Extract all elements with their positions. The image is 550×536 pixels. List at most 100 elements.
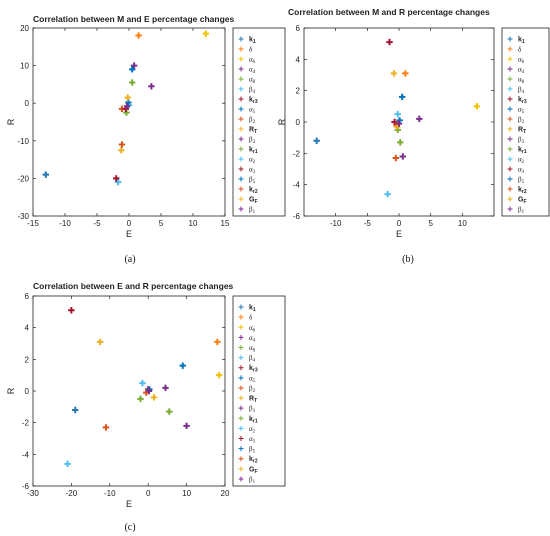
data-point-0-3 bbox=[130, 62, 138, 69]
legend-marker-0-13 bbox=[238, 166, 244, 172]
legend-marker-2-1 bbox=[238, 314, 244, 320]
y-tick-label-1-4: 2 bbox=[296, 87, 301, 96]
data-point-0-17 bbox=[123, 103, 131, 110]
y-tick-label-1-6: 6 bbox=[296, 24, 301, 33]
data-point-2-5 bbox=[64, 460, 71, 468]
legend-label-0-8: β2 bbox=[249, 116, 256, 126]
plot-frame-0 bbox=[32, 27, 226, 217]
data-point-2-16 bbox=[150, 394, 158, 401]
legend-marker-1-5 bbox=[507, 86, 513, 92]
x-tick-label-0-6: 15 bbox=[221, 219, 230, 228]
x-tick-label-1-2: 0 bbox=[397, 219, 402, 228]
data-point-2-6 bbox=[68, 307, 75, 314]
legend-marker-1-0 bbox=[507, 36, 513, 42]
legend-label-0-17: β1 bbox=[249, 206, 256, 216]
subfigure-caption-0: (a) bbox=[124, 254, 135, 265]
data-point-2-11 bbox=[137, 395, 144, 403]
legend-marker-0-2 bbox=[238, 56, 244, 62]
y-tick-label-2-0: -6 bbox=[22, 482, 30, 491]
data-point-1-11 bbox=[397, 139, 404, 146]
legend-label-1-0: k1 bbox=[518, 37, 525, 46]
legend-marker-1-9 bbox=[507, 126, 513, 132]
data-point-0-0 bbox=[42, 171, 49, 178]
y-axis-label-2: R bbox=[6, 387, 16, 394]
y-tick-label-1-3: 0 bbox=[296, 118, 301, 127]
data-point-2-4 bbox=[166, 408, 173, 415]
x-tick-label-0-3: 0 bbox=[127, 219, 132, 228]
y-tick-label-0-3: 0 bbox=[25, 99, 30, 108]
data-point-1-1 bbox=[402, 70, 409, 77]
y-tick-label-1-2: -2 bbox=[293, 149, 301, 158]
legend-label-0-0: k1 bbox=[249, 37, 256, 46]
data-point-0-9 bbox=[118, 147, 125, 154]
y-tick-label-2-3: 0 bbox=[25, 387, 30, 396]
x-tick-label-0-1: -10 bbox=[59, 219, 71, 228]
legend-label-0-14: β5 bbox=[249, 176, 256, 186]
x-axis-label-2: E bbox=[126, 499, 132, 509]
x-tick-label-2-2: -10 bbox=[104, 489, 116, 498]
legend-marker-0-7 bbox=[238, 106, 244, 112]
y-tick-label-2-2: -2 bbox=[22, 419, 30, 428]
legend-marker-0-14 bbox=[238, 176, 244, 182]
y-tick-label-1-1: -4 bbox=[293, 181, 301, 190]
legend-marker-1-7 bbox=[507, 106, 513, 112]
data-point-2-8 bbox=[102, 424, 110, 431]
legend-marker-0-5 bbox=[238, 86, 244, 92]
legend-marker-2-4 bbox=[238, 345, 244, 350]
legend-marker-1-14 bbox=[507, 176, 513, 182]
legend-marker-0-8 bbox=[238, 116, 244, 122]
data-point-0-16 bbox=[124, 94, 131, 101]
data-point-1-17 bbox=[395, 120, 403, 127]
y-tick-label-0-0: -30 bbox=[17, 212, 29, 221]
legend-label-1-13: α3 bbox=[518, 166, 525, 176]
data-point-0-2 bbox=[202, 30, 209, 37]
data-point-2-7 bbox=[179, 362, 186, 369]
legend-label-2-5: β4 bbox=[249, 354, 256, 364]
legend-marker-0-12 bbox=[238, 156, 244, 162]
legend-label-2-7: α5 bbox=[249, 374, 256, 384]
data-point-1-10 bbox=[399, 153, 406, 160]
chart-title-2: Correlation between E and R percentage c… bbox=[33, 281, 234, 291]
legend-marker-2-5 bbox=[238, 355, 244, 361]
y-tick-label-0-4: 10 bbox=[20, 62, 29, 71]
legend-marker-2-6 bbox=[238, 365, 244, 371]
legend-marker-2-0 bbox=[238, 304, 244, 310]
subfigure-caption-2: (c) bbox=[124, 522, 135, 533]
legend-marker-2-14 bbox=[238, 446, 244, 452]
data-point-2-17 bbox=[145, 387, 153, 395]
legend-marker-2-9 bbox=[238, 395, 244, 401]
chart-title-0: Correlation between M and E percentage c… bbox=[33, 14, 234, 24]
x-tick-label-1-1: -5 bbox=[364, 219, 372, 228]
legend-label-0-16: GF bbox=[249, 197, 258, 206]
legend-marker-1-1 bbox=[507, 46, 513, 52]
data-point-0-1 bbox=[135, 32, 142, 39]
legend-label-0-2: α6 bbox=[249, 56, 256, 66]
x-tick-label-1-3: 5 bbox=[428, 219, 433, 228]
scatter-chart-0: Correlation between M and E percentage c… bbox=[6, 14, 286, 265]
legend-marker-2-10 bbox=[238, 405, 244, 411]
legend-marker-0-11 bbox=[238, 146, 244, 152]
legend-marker-0-0 bbox=[238, 36, 244, 42]
legend-label-1-15: kr2 bbox=[518, 187, 527, 196]
y-tick-label-2-6: 6 bbox=[25, 292, 30, 301]
legend-label-1-10: β3 bbox=[518, 136, 525, 146]
legend-marker-0-10 bbox=[238, 136, 244, 142]
legend-label-2-10: β3 bbox=[249, 405, 256, 415]
data-point-0-6 bbox=[113, 175, 120, 182]
legend-marker-2-17 bbox=[238, 476, 244, 482]
data-point-2-1 bbox=[214, 338, 221, 346]
legend-marker-1-16 bbox=[507, 196, 513, 202]
y-tick-label-2-4: 2 bbox=[25, 355, 30, 364]
legend-label-1-14: β5 bbox=[518, 176, 525, 186]
legend-marker-1-10 bbox=[507, 136, 513, 142]
legend-label-1-7: α5 bbox=[518, 106, 525, 116]
legend-marker-0-16 bbox=[238, 196, 244, 202]
legend-label-1-11: kr1 bbox=[518, 147, 527, 156]
y-tick-label-0-5: 20 bbox=[20, 24, 29, 33]
data-point-0-4 bbox=[129, 79, 136, 86]
data-point-0-15 bbox=[118, 141, 126, 148]
legend-label-0-3: α4 bbox=[249, 66, 256, 76]
x-tick-label-0-5: 10 bbox=[189, 219, 198, 228]
legend-marker-1-4 bbox=[507, 76, 513, 82]
